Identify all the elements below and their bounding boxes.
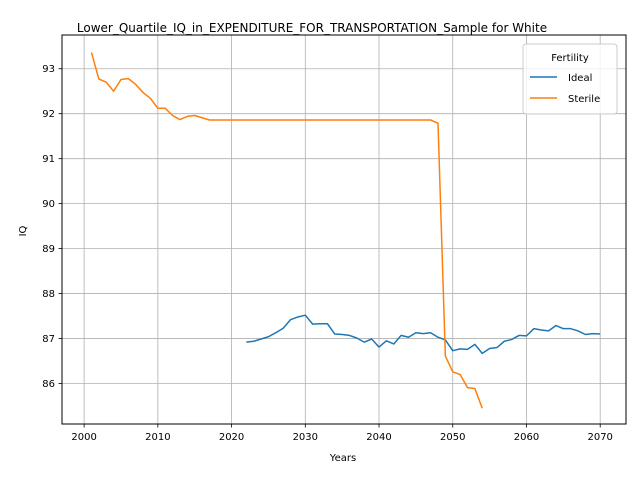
- legend-box: [522, 43, 618, 115]
- x-axis-ticks: 2000 2010 2020 2030 2040 2050 2060 2070: [71, 424, 613, 443]
- x-tick-label: 2000: [71, 432, 96, 443]
- x-tick-label: 2030: [293, 432, 318, 443]
- series-line-sterile: [90, 52, 483, 409]
- x-tick-label: 2010: [145, 432, 170, 443]
- y-tick-label: 92: [42, 109, 55, 120]
- x-tick-label: 2060: [514, 432, 539, 443]
- chart-title: Lower_Quartile_IQ_in_EXPENDITURE_FOR_TRA…: [77, 21, 547, 35]
- x-tick-label: 2050: [440, 432, 465, 443]
- y-tick-label: 88: [42, 289, 55, 300]
- y-tick-label: 86: [42, 379, 55, 390]
- y-tick-label: 91: [42, 154, 55, 165]
- series-layer: [90, 52, 601, 409]
- y-tick-label: 89: [42, 244, 55, 255]
- y-axis-ticks: 86 87 88 89 90 91 92 93: [42, 64, 62, 390]
- grid: [62, 35, 626, 424]
- x-tick-label: 2020: [219, 432, 244, 443]
- y-axis-label: IQ: [18, 225, 29, 236]
- y-tick-label: 93: [42, 64, 55, 75]
- plot-frame: [61, 34, 627, 425]
- x-axis-label: Years: [329, 453, 356, 464]
- x-tick-label: 2070: [587, 432, 612, 443]
- legend-label-sterile: Sterile: [568, 94, 600, 105]
- y-tick-label: 90: [42, 199, 55, 210]
- y-tick-label: 87: [42, 334, 55, 345]
- legend-label-ideal: Ideal: [568, 73, 592, 84]
- series-line-ideal: [246, 314, 601, 355]
- legend: Fertility Ideal Sterile: [522, 43, 618, 115]
- x-tick-label: 2040: [366, 432, 391, 443]
- legend-title: Fertility: [551, 53, 589, 64]
